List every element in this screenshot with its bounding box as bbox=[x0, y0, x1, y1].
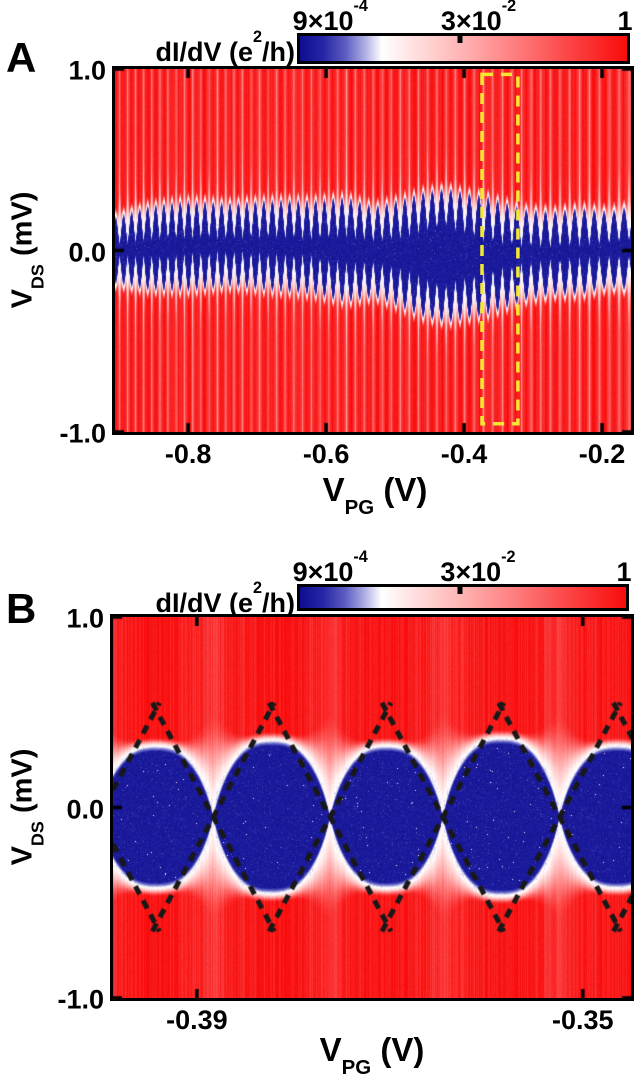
colorbar-a-gradient bbox=[300, 36, 627, 61]
colorbar-title-b-sup: 2 bbox=[252, 579, 262, 598]
x-tick-label: -0.8 bbox=[164, 439, 212, 469]
colorbar-a-label-low: 9×10-4 bbox=[292, 0, 368, 36]
y-tick-label: -1.0 bbox=[57, 984, 104, 1015]
y-tick-label: 1.0 bbox=[68, 55, 106, 86]
colorbar-title-b-post: /h) bbox=[262, 588, 295, 618]
x-tick-label: -0.39 bbox=[166, 1005, 228, 1035]
colorbar-a bbox=[297, 33, 630, 64]
panel-b-label: B bbox=[6, 585, 37, 632]
heatmap-panel-b bbox=[110, 614, 634, 1001]
colorbar-b-tick bbox=[457, 587, 463, 594]
colorbar-b bbox=[297, 584, 629, 611]
colorbar-b-label-mid: 3×10-2 bbox=[440, 548, 516, 587]
colorbar-title-b: dI/dV (e2/h) bbox=[110, 579, 295, 619]
x-tick-label: -0.35 bbox=[551, 1005, 614, 1035]
colorbar-title-a-post: /h) bbox=[262, 37, 295, 67]
x-tick-label: -0.2 bbox=[578, 439, 626, 469]
y-tick-label: -1.0 bbox=[59, 418, 106, 449]
colorbar-b-label-low: 9×10-4 bbox=[292, 548, 368, 587]
colorbar-title-a-pre: dI/dV (e bbox=[155, 37, 253, 67]
x-tick-label: -0.6 bbox=[302, 439, 350, 469]
colorbar-a-tick bbox=[457, 36, 463, 43]
colorbar-a-label-mid: 3×10-2 bbox=[440, 0, 517, 36]
y-tick-label: 0.0 bbox=[68, 237, 106, 267]
colorbar-title-b-pre: dI/dV (e bbox=[155, 588, 253, 618]
colorbar-title-a: dI/dV (e2/h) bbox=[112, 28, 295, 68]
colorbar-a-label-high: 1 bbox=[617, 6, 633, 36]
heatmap-panel-a bbox=[112, 66, 634, 435]
colorbar-b-gradient bbox=[300, 587, 626, 608]
y-tick-label: 1.0 bbox=[66, 603, 104, 634]
x-tick-label: -0.4 bbox=[440, 439, 488, 469]
colorbar-b-label-high: 1 bbox=[616, 557, 632, 587]
colorbar-title-a-sup: 2 bbox=[252, 28, 262, 47]
panel-a-label: A bbox=[6, 34, 37, 81]
y-tick-label: 0.0 bbox=[66, 794, 104, 824]
